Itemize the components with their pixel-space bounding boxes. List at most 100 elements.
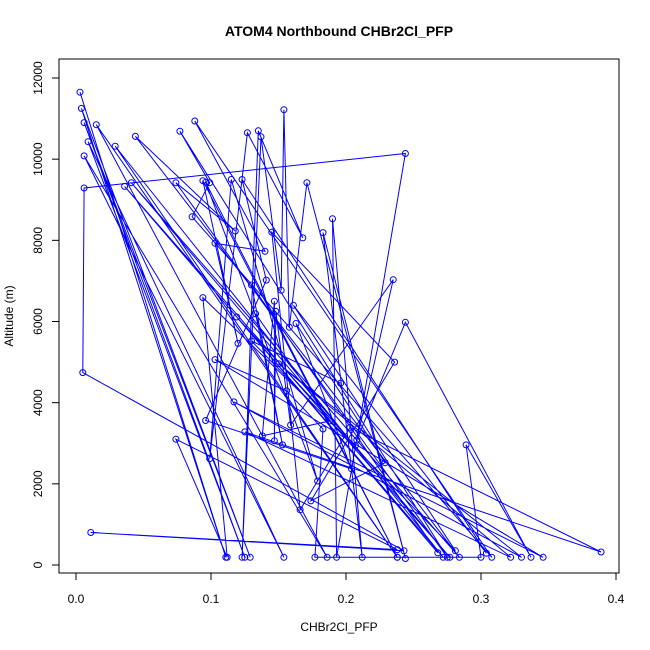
data-point [451, 547, 459, 555]
series-line [79, 92, 602, 559]
data-point [87, 529, 95, 536]
data-point [248, 337, 255, 345]
data-point [279, 441, 286, 449]
data-point [79, 369, 87, 377]
data-point [289, 301, 297, 309]
data-point [233, 313, 241, 321]
data-point [238, 176, 246, 183]
data-point [211, 239, 219, 247]
x-tick-label: 0.2 [338, 592, 355, 606]
x-axis-label: CHBr2Cl_PFP [300, 620, 377, 634]
data-point [527, 553, 535, 561]
data-point [296, 506, 304, 514]
y-tick-label: 4000 [31, 389, 45, 416]
data-point [401, 318, 409, 326]
data-point [391, 358, 399, 366]
data-point [131, 132, 139, 140]
data-point [477, 553, 485, 561]
data-point [188, 213, 196, 221]
data-point [292, 320, 300, 327]
data-point [238, 553, 246, 561]
data-point [272, 307, 280, 315]
data-point [211, 356, 219, 364]
data-point [311, 553, 319, 561]
data-point [439, 553, 447, 561]
data-point [326, 417, 334, 425]
data-point [227, 176, 235, 183]
data-point [482, 549, 490, 557]
data-point [337, 379, 345, 387]
x-tick-label: 0.1 [203, 592, 220, 606]
data-point [206, 455, 214, 463]
data-point [401, 555, 409, 562]
data-point [283, 387, 291, 395]
data-point [347, 465, 355, 473]
data-point [319, 229, 327, 237]
data-point [314, 477, 322, 485]
data-point [248, 281, 255, 289]
data-point [258, 432, 266, 440]
y-axis-label: Altitude (m) [2, 285, 16, 346]
chart-title: ATOM4 Northbound CHBr2Cl_PFP [225, 23, 453, 39]
data-point [329, 215, 336, 223]
data-point [202, 178, 210, 186]
data-point [121, 182, 129, 190]
data-point [299, 234, 307, 242]
data-point [462, 441, 470, 449]
data-point [393, 546, 401, 554]
data-point [243, 129, 251, 137]
data-point [319, 425, 327, 433]
y-tick-label: 6000 [31, 308, 45, 335]
data-point [434, 549, 442, 557]
data-point [268, 228, 276, 236]
data-point [393, 553, 401, 561]
data-point [323, 553, 331, 561]
y-tick-label: 10000 [31, 142, 45, 176]
data-point [172, 435, 180, 443]
x-tick-label: 0.0 [68, 592, 85, 606]
data-point [241, 428, 249, 436]
data-point [80, 152, 88, 160]
y-tick-label: 8000 [31, 227, 45, 254]
data-point [172, 179, 180, 187]
data-point [76, 88, 84, 96]
data-point [401, 150, 409, 157]
data-point [270, 437, 278, 445]
data-point [77, 104, 85, 112]
data-point [381, 459, 389, 467]
data-point [389, 276, 397, 284]
data-point [488, 553, 496, 561]
x-tick-label: 0.3 [473, 592, 490, 606]
data-point [346, 423, 354, 431]
data-point [270, 297, 278, 305]
data-point [261, 247, 269, 255]
data-point [303, 179, 311, 187]
x-tick-label: 0.4 [608, 592, 625, 606]
data-point [280, 106, 288, 114]
data-point [127, 179, 135, 187]
data-point [443, 553, 451, 561]
data-point [333, 553, 341, 561]
y-tick-label: 0 [31, 561, 45, 568]
data-point [246, 553, 254, 561]
data-point [400, 547, 408, 555]
data-point [280, 553, 288, 561]
data-point [231, 227, 239, 235]
data-point [223, 553, 231, 561]
data-point [241, 553, 249, 561]
plot-area [76, 88, 605, 562]
data-point [446, 553, 454, 561]
data-point [518, 553, 525, 561]
x-axis: 0.0 0.1 0.2 0.3 0.4 [68, 572, 625, 606]
data-point [199, 294, 207, 302]
data-point [597, 548, 605, 556]
data-point [252, 310, 260, 318]
data-point [287, 421, 295, 429]
data-point [254, 127, 262, 135]
data-point [111, 142, 119, 150]
data-point [262, 276, 270, 284]
y-tick-label: 2000 [31, 470, 45, 497]
data-point [358, 553, 366, 561]
